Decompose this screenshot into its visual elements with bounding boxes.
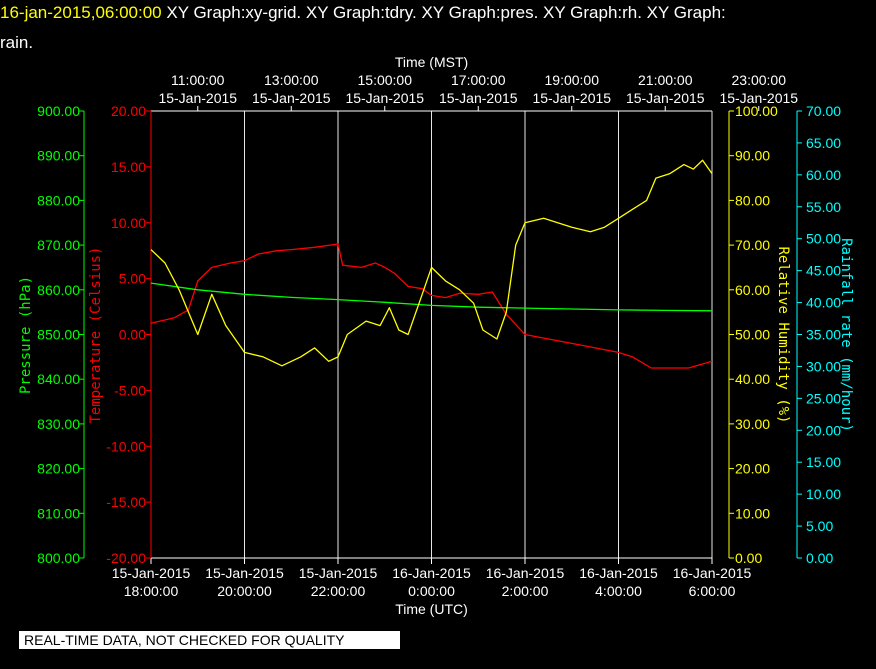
x-top-tick-time: 23:00:00	[732, 72, 787, 88]
x-bottom-tick-time: 20:00:00	[217, 583, 272, 599]
humidity-tick-label: 60.00	[735, 282, 770, 298]
humidity-tick-label: 0.00	[735, 550, 762, 566]
x-bottom-tick-date: 16-Jan-2015	[486, 565, 565, 581]
rain-tick-label: 0.00	[806, 550, 833, 566]
temperature-tick-label: 5.00	[119, 271, 146, 287]
x-bottom-tick-date: 15-Jan-2015	[205, 565, 284, 581]
x-top-tick-time: 21:00:00	[638, 72, 693, 88]
pressure-tick-label: 840.00	[37, 371, 80, 387]
title-timestamp: 16-jan-2015,06:00:00	[0, 3, 162, 22]
humidity-tick-label: 30.00	[735, 416, 770, 432]
rain-tick-label: 45.00	[806, 263, 841, 279]
x-bottom-axis-label: Time (UTC)	[395, 601, 468, 617]
x-top-tick-time: 19:00:00	[545, 72, 600, 88]
humidity-tick-label: 70.00	[735, 237, 770, 253]
rain-tick-label: 70.00	[806, 103, 841, 119]
temperature-tick-label: 15.00	[111, 159, 146, 175]
rain-tick-label: 30.00	[806, 358, 841, 374]
humidity-tick-label: 80.00	[735, 192, 770, 208]
temperature-tick-label: 10.00	[111, 215, 146, 231]
x-bottom-tick-date: 15-Jan-2015	[112, 565, 191, 581]
humidity-tick-label: 90.00	[735, 148, 770, 164]
x-bottom-tick-time: 2:00:00	[502, 583, 549, 599]
series-line-tdry	[150, 243, 713, 369]
pressure-tick-label: 850.00	[37, 327, 80, 343]
x-bottom-tick-time: 0:00:00	[408, 583, 455, 599]
temperature-tick-label: -15.00	[106, 494, 146, 510]
rain-tick-label: 50.00	[806, 231, 841, 247]
pressure-tick-label: 880.00	[37, 192, 80, 208]
humidity-tick-label: 50.00	[735, 327, 770, 343]
title-graph-list: XY Graph:xy-grid. XY Graph:tdry. XY Grap…	[161, 3, 726, 22]
chart-title-line1: 16-jan-2015,06:00:00 XY Graph:xy-grid. X…	[0, 3, 726, 23]
rain-tick-label: 60.00	[806, 167, 841, 183]
x-top-tick-date: 15-Jan-2015	[532, 90, 611, 106]
rain-tick-label: 65.00	[806, 135, 841, 151]
pressure-tick-label: 830.00	[37, 416, 80, 432]
pressure-axis-title: Pressure (hPa)	[18, 276, 34, 394]
x-top-tick-time: 11:00:00	[171, 72, 225, 88]
x-top-tick-time: 17:00:00	[451, 72, 506, 88]
pressure-tick-label: 870.00	[37, 237, 80, 253]
humidity-tick-label: 100.00	[735, 103, 778, 119]
x-bottom-tick-date: 16-Jan-2015	[673, 565, 752, 581]
x-top-tick-date: 15-Jan-2015	[158, 90, 237, 106]
quality-banner: REAL-TIME DATA, NOT CHECKED FOR QUALITY	[19, 631, 400, 649]
x-bottom-tick-time: 18:00:00	[124, 583, 179, 599]
x-bottom-tick-date: 16-Jan-2015	[579, 565, 658, 581]
pressure-tick-label: 890.00	[37, 148, 80, 164]
pressure-tick-label: 860.00	[37, 282, 80, 298]
rain-tick-label: 55.00	[806, 199, 841, 215]
humidity-tick-label: 40.00	[735, 371, 770, 387]
x-top-tick-date: 15-Jan-2015	[719, 90, 798, 106]
x-bottom-tick-time: 4:00:00	[595, 583, 642, 599]
rain-tick-label: 40.00	[806, 295, 841, 311]
rain-tick-label: 25.00	[806, 390, 841, 406]
temperature-tick-label: 0.00	[119, 327, 146, 343]
temperature-tick-label: -5.00	[114, 382, 146, 398]
temperature-tick-label: 20.00	[111, 103, 146, 119]
x-top-axis-label: Time (MST)	[395, 54, 468, 70]
rain-tick-label: 15.00	[806, 454, 841, 470]
temperature-tick-label: -20.00	[106, 550, 146, 566]
rain-tick-label: 5.00	[806, 518, 833, 534]
rain-tick-label: 10.00	[806, 486, 841, 502]
rain-tick-label: 35.00	[806, 327, 841, 343]
x-top-tick-time: 13:00:00	[264, 72, 319, 88]
x-bottom-tick-time: 6:00:00	[689, 583, 736, 599]
pressure-tick-label: 820.00	[37, 461, 80, 477]
x-top-tick-date: 15-Jan-2015	[439, 90, 518, 106]
chart-title-line2: rain.	[0, 33, 34, 52]
x-bottom-tick-date: 15-Jan-2015	[299, 565, 378, 581]
x-top-tick-time: 15:00:00	[358, 72, 413, 88]
series-line-rh	[150, 159, 713, 367]
rain-axis-title: Rainfall rate (mm/hour)	[838, 238, 854, 432]
x-bottom-tick-date: 16-Jan-2015	[392, 565, 471, 581]
humidity-axis-title: Relative Humidity (%)	[775, 246, 791, 423]
temperature-tick-label: -10.00	[106, 438, 146, 454]
series-line-pres	[150, 282, 713, 312]
rain-tick-label: 20.00	[806, 422, 841, 438]
pressure-tick-label: 900.00	[37, 103, 80, 119]
temperature-axis-title: Temperature (Celsius)	[88, 246, 104, 423]
x-bottom-tick-time: 22:00:00	[311, 583, 366, 599]
pressure-tick-label: 800.00	[37, 550, 80, 566]
x-top-tick-date: 15-Jan-2015	[252, 90, 331, 106]
x-top-tick-date: 15-Jan-2015	[345, 90, 424, 106]
humidity-tick-label: 10.00	[735, 505, 770, 521]
humidity-tick-label: 20.00	[735, 461, 770, 477]
pressure-tick-label: 810.00	[37, 505, 80, 521]
x-top-tick-date: 15-Jan-2015	[626, 90, 705, 106]
